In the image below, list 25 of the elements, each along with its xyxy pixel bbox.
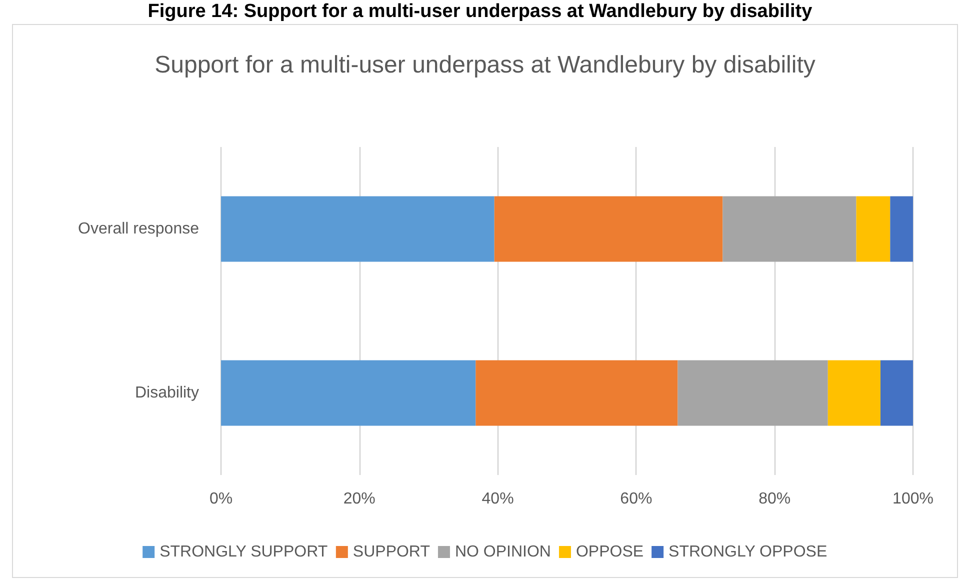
x-tick-label: 20%	[343, 490, 376, 508]
chart-title: Support for a multi-user underpass at Wandlebury by disability	[154, 52, 816, 78]
y-tick-label: Overall response	[78, 220, 200, 238]
y-tick-label: Disability	[134, 384, 199, 402]
bar	[221, 360, 476, 426]
x-tick-label: 0%	[209, 490, 233, 508]
legend-label: SUPPORT	[352, 544, 430, 560]
bar	[880, 360, 913, 426]
x-tick-label: 60%	[620, 490, 652, 508]
bar	[476, 360, 678, 426]
legend-label: NO OPINION	[454, 544, 551, 560]
x-tick-label: 40%	[482, 490, 514, 508]
x-tick-label: 80%	[758, 490, 791, 508]
bar	[856, 196, 890, 262]
bar	[678, 360, 828, 426]
x-tick-label: 100%	[892, 490, 934, 508]
legend-label: OPPOSE	[576, 544, 644, 560]
bar	[722, 196, 856, 262]
bar	[221, 196, 494, 262]
caption: Figure 14: Support for a multi-user underpass at Wandlebury by disability	[146, 0, 814, 24]
legend-label: STRONGLY OPPOSE	[668, 544, 828, 560]
legend-label: STRONGLY SUPPORT	[160, 544, 328, 560]
bar	[828, 360, 880, 426]
bar	[890, 196, 913, 262]
bar	[494, 196, 723, 262]
